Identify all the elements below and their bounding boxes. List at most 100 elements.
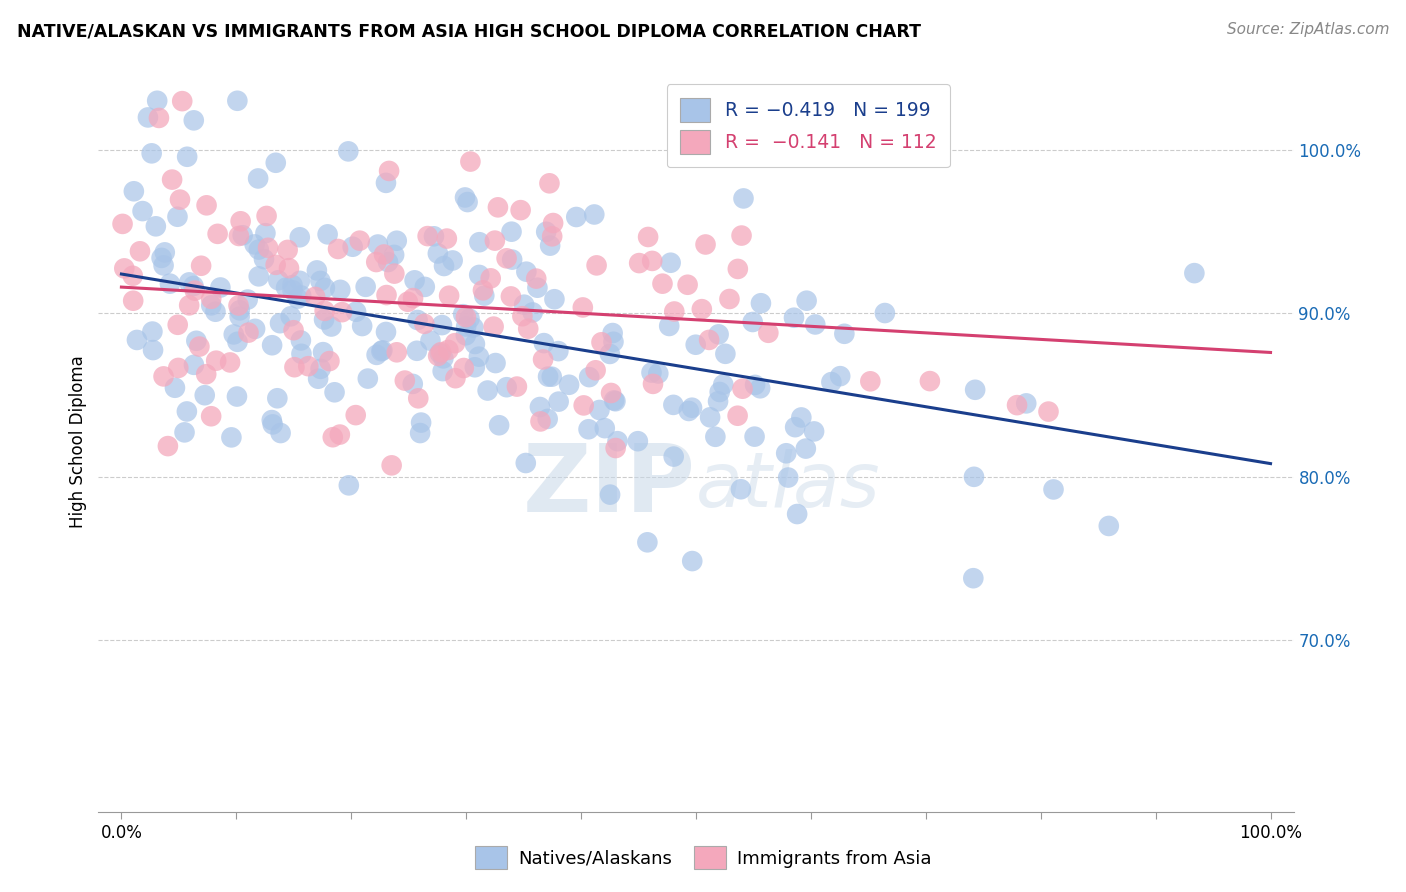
Point <box>262 417 284 432</box>
Point <box>321 319 343 334</box>
Point <box>153 245 176 260</box>
Point <box>200 409 222 424</box>
Point <box>166 318 188 332</box>
Point <box>264 258 287 272</box>
Point <box>526 281 548 295</box>
Point <box>578 370 600 384</box>
Point <box>188 340 211 354</box>
Point <box>142 343 165 357</box>
Point <box>627 434 650 449</box>
Point <box>160 172 183 186</box>
Point <box>419 334 441 348</box>
Point <box>122 184 145 198</box>
Point <box>605 394 627 409</box>
Point <box>229 214 252 228</box>
Point <box>460 154 482 169</box>
Point <box>152 259 174 273</box>
Point <box>269 316 291 330</box>
Point <box>456 319 478 334</box>
Point <box>437 288 460 302</box>
Point <box>394 374 416 388</box>
Point <box>486 200 509 214</box>
Point <box>458 311 481 326</box>
Point <box>464 337 486 351</box>
Point <box>186 334 208 348</box>
Point <box>267 273 290 287</box>
Point <box>145 219 167 234</box>
Point <box>405 343 427 358</box>
Point <box>468 350 491 364</box>
Point <box>515 265 537 279</box>
Point <box>305 263 328 277</box>
Point <box>357 371 380 385</box>
Point <box>423 229 446 244</box>
Point <box>641 376 664 391</box>
Point <box>963 470 986 484</box>
Point <box>468 268 491 282</box>
Point <box>413 317 436 331</box>
Point <box>375 288 398 302</box>
Point <box>281 283 304 297</box>
Point <box>222 327 245 342</box>
Point <box>274 280 297 294</box>
Point <box>323 385 346 400</box>
Point <box>371 343 394 358</box>
Point <box>385 345 408 359</box>
Point <box>312 345 335 359</box>
Point <box>141 146 163 161</box>
Point <box>226 390 249 404</box>
Point <box>524 271 547 285</box>
Point <box>430 345 453 359</box>
Point <box>600 386 623 401</box>
Point <box>209 280 232 294</box>
Point <box>228 229 250 244</box>
Point <box>381 458 404 473</box>
Point <box>451 307 474 321</box>
Point <box>236 293 259 307</box>
Point <box>385 234 408 248</box>
Point <box>426 246 449 260</box>
Point <box>232 228 254 243</box>
Point <box>830 369 852 384</box>
Point <box>219 355 242 369</box>
Point <box>283 323 305 337</box>
Point <box>538 238 561 252</box>
Point <box>176 404 198 418</box>
Point <box>247 269 270 284</box>
Point <box>640 366 662 380</box>
Point <box>169 193 191 207</box>
Point <box>512 309 534 323</box>
Point <box>727 261 749 276</box>
Point <box>288 274 311 288</box>
Point <box>179 298 201 312</box>
Point <box>375 176 398 190</box>
Point <box>204 304 226 318</box>
Point <box>277 243 299 257</box>
Point <box>744 430 766 444</box>
Point <box>243 322 266 336</box>
Point <box>786 507 808 521</box>
Point <box>166 210 188 224</box>
Point <box>664 304 686 318</box>
Point <box>312 312 335 326</box>
Point <box>495 380 517 394</box>
Legend: Natives/Alaskans, Immigrants from Asia: Natives/Alaskans, Immigrants from Asia <box>465 838 941 879</box>
Point <box>965 383 987 397</box>
Point <box>599 488 621 502</box>
Y-axis label: High School Diploma: High School Diploma <box>69 355 87 528</box>
Point <box>820 375 842 389</box>
Point <box>278 261 301 276</box>
Point <box>205 353 228 368</box>
Point <box>873 306 896 320</box>
Point <box>429 346 451 360</box>
Point <box>454 310 477 325</box>
Point <box>129 244 152 259</box>
Point <box>529 400 551 414</box>
Point <box>396 294 419 309</box>
Point <box>547 344 569 359</box>
Point <box>152 369 174 384</box>
Point <box>121 268 143 283</box>
Point <box>775 446 797 460</box>
Point <box>515 456 537 470</box>
Point <box>522 305 544 319</box>
